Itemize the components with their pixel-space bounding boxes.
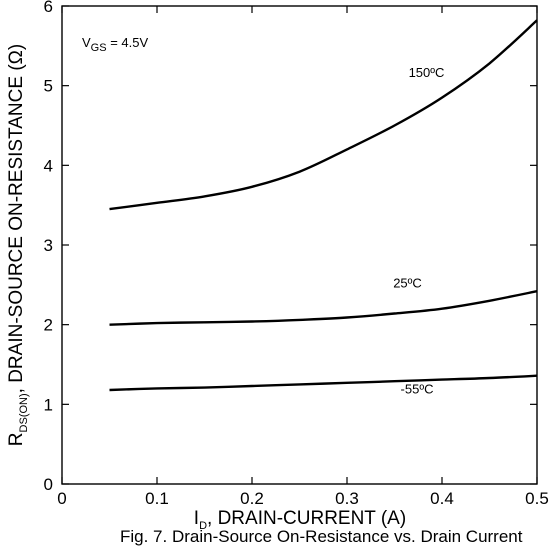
series-label: 25ºC — [393, 276, 422, 291]
x-tick-label: 0.4 — [430, 489, 454, 508]
condition-label: VGS = 4.5V — [82, 35, 148, 54]
x-tick-label: 0.2 — [240, 489, 264, 508]
series-lines — [109, 19, 538, 392]
series-line — [109, 374, 538, 392]
y-tick-label: 4 — [44, 156, 53, 175]
x-axis-symbol: I — [194, 508, 199, 529]
condition-symbol: V — [82, 35, 91, 50]
x-axis-text: , DRAIN-CURRENT (A) — [207, 508, 406, 529]
x-tick-label: 0.5 — [525, 489, 549, 508]
condition-subscript: GS — [91, 42, 107, 54]
y-tick-label: 3 — [44, 236, 53, 255]
series-label: 150ºC — [409, 65, 445, 80]
series-labels: 150ºC 25ºC -55ºC — [393, 65, 444, 397]
y-tick-label: 2 — [44, 316, 53, 335]
y-tick-label: 5 — [44, 77, 53, 96]
x-tick-label: 0.3 — [335, 489, 359, 508]
series-label: -55ºC — [401, 382, 434, 397]
figure-caption: Fig. 7. Drain-Source On-Resistance vs. D… — [120, 527, 523, 546]
x-axis-title: ID, DRAIN-CURRENT (A) — [194, 508, 406, 532]
y-axis-text: , DRAIN-SOURCE ON-RESISTANCE (Ω) — [6, 44, 27, 394]
y-axis-symbol: R — [6, 432, 27, 446]
tick-labels: 0 0.1 0.2 0.3 0.4 0.5 0 1 2 3 4 5 6 — [44, 0, 549, 508]
y-axis-title: RDS(ON), DRAIN-SOURCE ON-RESISTANCE (Ω) — [6, 44, 30, 446]
y-tick-label: 0 — [44, 475, 53, 494]
plot-frame — [61, 5, 538, 485]
x-tick-label: 0.1 — [145, 489, 169, 508]
ticks — [61, 5, 538, 485]
series-line — [109, 19, 538, 211]
x-tick-label: 0 — [57, 489, 66, 508]
x-axis-subscript: D — [199, 520, 207, 532]
y-axis-subscript: DS(ON) — [18, 393, 30, 432]
plot-area-border — [61, 5, 538, 485]
y-tick-label: 6 — [44, 0, 53, 16]
condition-text: = 4.5V — [107, 35, 149, 50]
y-tick-label: 1 — [44, 395, 53, 414]
series-line — [109, 290, 538, 326]
